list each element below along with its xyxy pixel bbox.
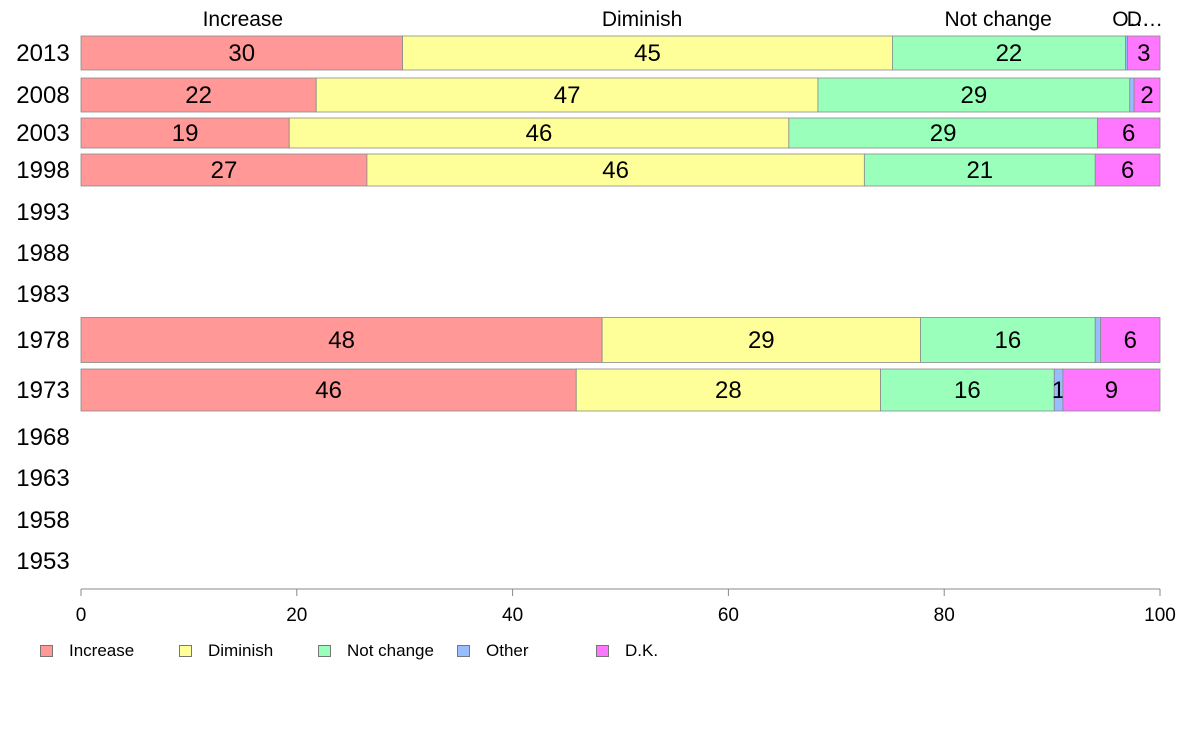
bar-1978-diminish bbox=[601, 317, 921, 363]
bar-2003-d-k- bbox=[1097, 117, 1161, 149]
row-label-1958: 1958 bbox=[16, 507, 69, 534]
bar-2003-increase bbox=[80, 117, 290, 149]
bar-label-1978-increase: 48 bbox=[328, 327, 355, 354]
bar-2003-not-change bbox=[788, 117, 1098, 149]
bar-2008-d-k- bbox=[1133, 77, 1161, 113]
bar-label-1978-d-k-: 6 bbox=[1124, 327, 1137, 354]
legend-label: Other bbox=[486, 641, 529, 660]
row-label-1963: 1963 bbox=[16, 465, 69, 492]
bar-label-2003-increase: 19 bbox=[172, 120, 199, 147]
row-label-1953: 1953 bbox=[16, 548, 69, 575]
legend-swatch bbox=[40, 645, 53, 657]
bar-label-1998-d-k-: 6 bbox=[1121, 157, 1134, 184]
bar-1998-increase bbox=[80, 153, 368, 187]
row-label-1978: 1978 bbox=[16, 327, 69, 354]
legend-label: Diminish bbox=[208, 641, 274, 660]
bar-label-2008-d-k-: 2 bbox=[1140, 82, 1153, 109]
bar-1998-not-change bbox=[863, 153, 1096, 187]
legend-item-not-change: Not change bbox=[318, 641, 434, 661]
legend-label: Increase bbox=[69, 641, 135, 660]
x-tick-label-40: 40 bbox=[502, 605, 523, 626]
bar-label-1973-increase: 46 bbox=[315, 377, 342, 404]
bar-1978-increase bbox=[80, 317, 603, 363]
stacked-bar-chart: Increase Diminish Not change O…D…2013 30 45 22… bbox=[16, 8, 1176, 626]
bar-label-2003-diminish: 46 bbox=[526, 120, 553, 147]
legend-swatch bbox=[596, 645, 609, 657]
bar-2008-diminish bbox=[315, 77, 819, 113]
row-label-2013: 2013 bbox=[16, 40, 69, 67]
bar-1978-other bbox=[1094, 317, 1102, 363]
row-label-1968: 1968 bbox=[16, 424, 69, 451]
bar-1973-not-change bbox=[880, 368, 1055, 412]
bar-2008-increase bbox=[80, 77, 317, 113]
bar-label-1998-not-change: 21 bbox=[966, 157, 993, 184]
bar-label-2008-increase: 22 bbox=[185, 82, 212, 109]
x-tick-label-20: 20 bbox=[286, 605, 307, 626]
column-header-3: O… bbox=[1112, 8, 1149, 31]
row-label-1983: 1983 bbox=[16, 281, 69, 308]
bar-label-1973-other: 1 bbox=[1052, 377, 1065, 404]
x-tick-label-80: 80 bbox=[934, 605, 955, 626]
bar-1978-not-change bbox=[920, 317, 1096, 363]
bar-2008-other bbox=[1129, 77, 1135, 113]
bar-1973-increase bbox=[80, 368, 577, 412]
legend-swatch bbox=[318, 645, 331, 657]
legend-swatch bbox=[179, 645, 192, 657]
bar-2008-not-change bbox=[817, 77, 1131, 113]
x-tick-label-0: 0 bbox=[76, 605, 87, 626]
legend-item-increase: Increase bbox=[40, 641, 134, 661]
bar-label-2013-diminish: 45 bbox=[634, 40, 661, 67]
bar-1978-d-k- bbox=[1100, 317, 1161, 363]
x-tick-label-60: 60 bbox=[718, 605, 739, 626]
x-tick-label-100: 100 bbox=[1144, 605, 1176, 626]
column-header-0: Increase bbox=[203, 8, 284, 31]
legend-item-d-k-: D.K. bbox=[596, 641, 658, 661]
bar-label-1973-d-k-: 9 bbox=[1105, 377, 1118, 404]
bar-1998-diminish bbox=[366, 153, 865, 187]
bar-label-1973-not-change: 16 bbox=[954, 377, 981, 404]
bar-label-2013-increase: 30 bbox=[228, 40, 255, 67]
bar-1998-d-k- bbox=[1094, 153, 1161, 187]
bar-label-2003-d-k-: 6 bbox=[1122, 120, 1135, 147]
legend-label: D.K. bbox=[625, 641, 659, 660]
legend-swatch bbox=[457, 645, 470, 657]
bar-label-1978-diminish: 29 bbox=[748, 327, 775, 354]
bar-label-2008-diminish: 47 bbox=[554, 82, 581, 109]
legend-item-diminish: Diminish bbox=[179, 641, 273, 661]
bar-2013-d-k- bbox=[1127, 35, 1161, 71]
bar-label-1998-diminish: 46 bbox=[602, 157, 629, 184]
column-header-1: Diminish bbox=[602, 8, 683, 31]
bar-label-2008-not-change: 29 bbox=[961, 82, 988, 109]
bar-label-2003-not-change: 29 bbox=[930, 120, 957, 147]
row-label-2003: 2003 bbox=[16, 120, 69, 147]
row-label-1973: 1973 bbox=[16, 377, 69, 404]
bar-label-2013-not-change: 22 bbox=[996, 40, 1023, 67]
row-label-2008: 2008 bbox=[16, 82, 69, 109]
bar-label-1973-diminish: 28 bbox=[715, 377, 742, 404]
bar-label-1998-increase: 27 bbox=[211, 157, 238, 184]
bar-1973-diminish bbox=[575, 368, 881, 412]
column-header-2: Not change bbox=[944, 8, 1051, 31]
column-header-4: D… bbox=[1127, 8, 1163, 31]
legend-label: Not change bbox=[347, 641, 434, 660]
row-label-1998: 1998 bbox=[16, 157, 69, 184]
row-label-1988: 1988 bbox=[16, 240, 69, 267]
legend-item-other: Other bbox=[457, 641, 529, 661]
row-label-1993: 1993 bbox=[16, 199, 69, 226]
bar-label-1978-not-change: 16 bbox=[995, 327, 1022, 354]
bar-1973-d-k- bbox=[1062, 368, 1161, 412]
bar-label-2013-d-k-: 3 bbox=[1137, 40, 1150, 67]
bar-2013-diminish bbox=[402, 35, 893, 71]
